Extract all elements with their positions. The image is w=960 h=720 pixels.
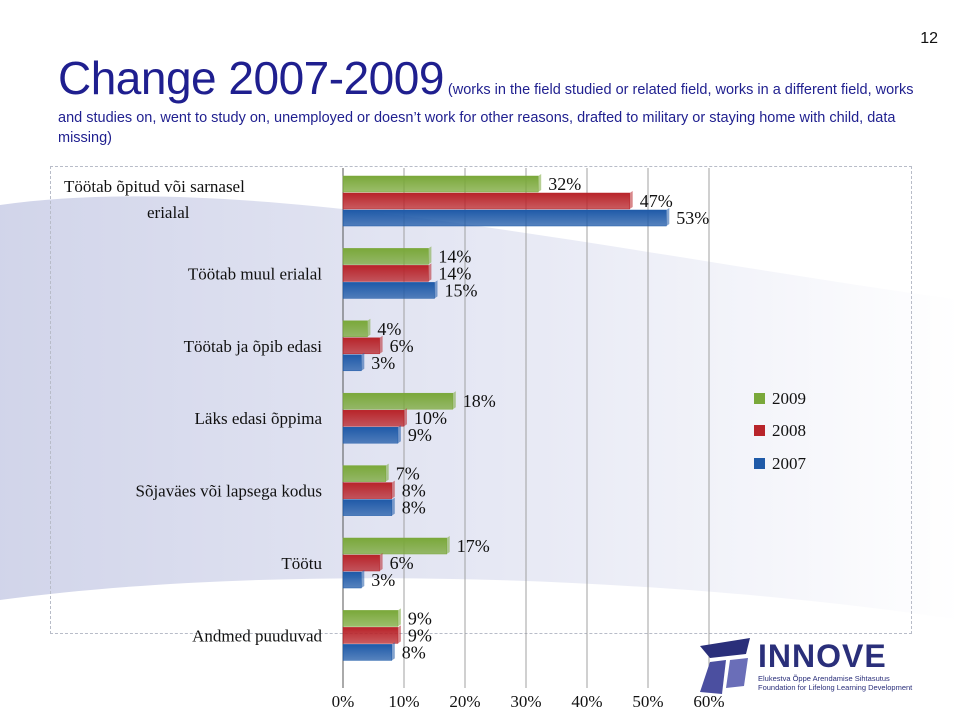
data-label: 18%: [463, 391, 496, 411]
bar-side-2008: [629, 191, 633, 209]
category-label: Töötab muul erialal: [188, 264, 322, 283]
bar-2007: [342, 571, 362, 589]
bar-2008: [342, 482, 393, 499]
data-label: 14%: [438, 246, 471, 266]
bar-side-2008: [379, 335, 383, 354]
bar-side-2008: [391, 480, 395, 499]
bar-2009: [342, 610, 399, 627]
bar-side-2007: [361, 352, 365, 371]
bar-2007: [342, 426, 399, 444]
bar-side-2008: [397, 625, 401, 644]
bar-side-2007: [666, 208, 670, 226]
x-tick-label: 30%: [510, 692, 541, 711]
category-label: Töötab ja õpib edasi: [184, 337, 323, 356]
bar-side-2008: [379, 553, 383, 571]
data-label: 53%: [676, 208, 709, 228]
x-tick-label: 0%: [332, 692, 355, 711]
data-label: 15%: [445, 280, 478, 300]
bar-2009: [342, 320, 368, 338]
bar-side-2009: [367, 318, 371, 337]
data-label: 32%: [548, 174, 581, 194]
bar-side-2007: [391, 642, 395, 661]
bar-2008: [342, 192, 630, 210]
bar-2007: [342, 644, 393, 661]
category-label: Töötab õpitud või sarnasel: [64, 177, 245, 196]
x-tick-label: 50%: [632, 692, 663, 711]
legend-label: 2008: [772, 421, 806, 440]
innove-logo-icon: [700, 638, 750, 694]
data-label: 6%: [390, 336, 414, 356]
legend-label: 2007: [772, 454, 807, 473]
bar-2008: [342, 409, 405, 427]
logo-tagline-en: Foundation for Lifelong Learning Develop…: [758, 683, 913, 692]
data-label: 9%: [408, 425, 432, 445]
data-label: 4%: [377, 319, 401, 339]
x-tick-label: 20%: [449, 692, 480, 711]
data-label: 7%: [396, 464, 420, 484]
bar-2009: [342, 248, 429, 265]
bar-2009: [342, 392, 454, 410]
bar-side-2009: [538, 174, 542, 192]
bar-2009: [342, 465, 386, 482]
data-label: 8%: [402, 481, 426, 501]
bar-2009: [342, 537, 447, 555]
bar-2008: [342, 627, 399, 644]
bar-side-2007: [434, 280, 438, 299]
data-label: 8%: [402, 642, 426, 662]
data-label: 9%: [408, 608, 432, 628]
category-label: Töötu: [281, 554, 322, 573]
data-label: 8%: [402, 498, 426, 518]
innove-logo: INNOVE Elukestva Õppe Arendamise Sihtasu…: [696, 634, 926, 698]
chart-frame: [50, 166, 912, 634]
bar-2007: [342, 209, 667, 227]
bar-2009: [342, 175, 539, 193]
bar-side-2008: [404, 408, 407, 427]
legend-swatch-2007: [754, 458, 765, 469]
data-label: 47%: [640, 191, 673, 211]
bar-side-2007: [391, 497, 395, 516]
category-label: Sõjaväes või lapsega kodus: [136, 482, 323, 501]
title-subtitle: (works in the field studied or related f…: [58, 82, 914, 146]
category-label: erialal: [147, 203, 190, 222]
x-tick-label: 10%: [388, 692, 419, 711]
category-label: Läks edasi õppima: [195, 409, 323, 428]
x-tick-label: 60%: [693, 692, 724, 711]
bar-side-2007: [361, 570, 365, 588]
bar-2008: [342, 265, 429, 282]
bar-side-2008: [428, 263, 432, 282]
bar-2008: [342, 337, 380, 355]
legend-swatch-2009: [754, 393, 765, 404]
page-number: 12: [920, 30, 938, 47]
data-label: 6%: [390, 553, 414, 573]
legend-label: 2009: [772, 389, 806, 408]
bar-2008: [342, 554, 380, 572]
bar-side-2009: [385, 463, 389, 482]
bar-side-2009: [428, 246, 432, 265]
bar-2007: [342, 282, 435, 299]
data-label: 9%: [408, 625, 432, 645]
data-label: 3%: [371, 570, 395, 590]
x-tick-label: 40%: [571, 692, 602, 711]
title-main: Change 2007-2009: [58, 52, 444, 104]
bar-2007: [342, 354, 362, 372]
data-label: 14%: [438, 263, 471, 283]
logo-tagline-et: Elukestva Õppe Arendamise Sihtasutus: [758, 674, 890, 683]
bar-side-2009: [397, 608, 401, 627]
slide-title: Change 2007-2009 (works in the field stu…: [58, 50, 918, 148]
bar-side-2007: [397, 425, 401, 444]
category-label: Andmed puuduvad: [192, 626, 322, 645]
data-label: 17%: [457, 536, 490, 556]
bar-side-2009: [446, 536, 450, 554]
legend-swatch-2008: [754, 425, 765, 436]
logo-tagline: Elukestva Õppe Arendamise Sihtasutus Fou…: [758, 674, 928, 692]
bar-2007: [342, 499, 393, 516]
data-label: 10%: [414, 408, 447, 428]
bar-side-2009: [452, 391, 456, 410]
data-label: 3%: [371, 353, 395, 373]
logo-name: INNOVE: [758, 638, 887, 674]
